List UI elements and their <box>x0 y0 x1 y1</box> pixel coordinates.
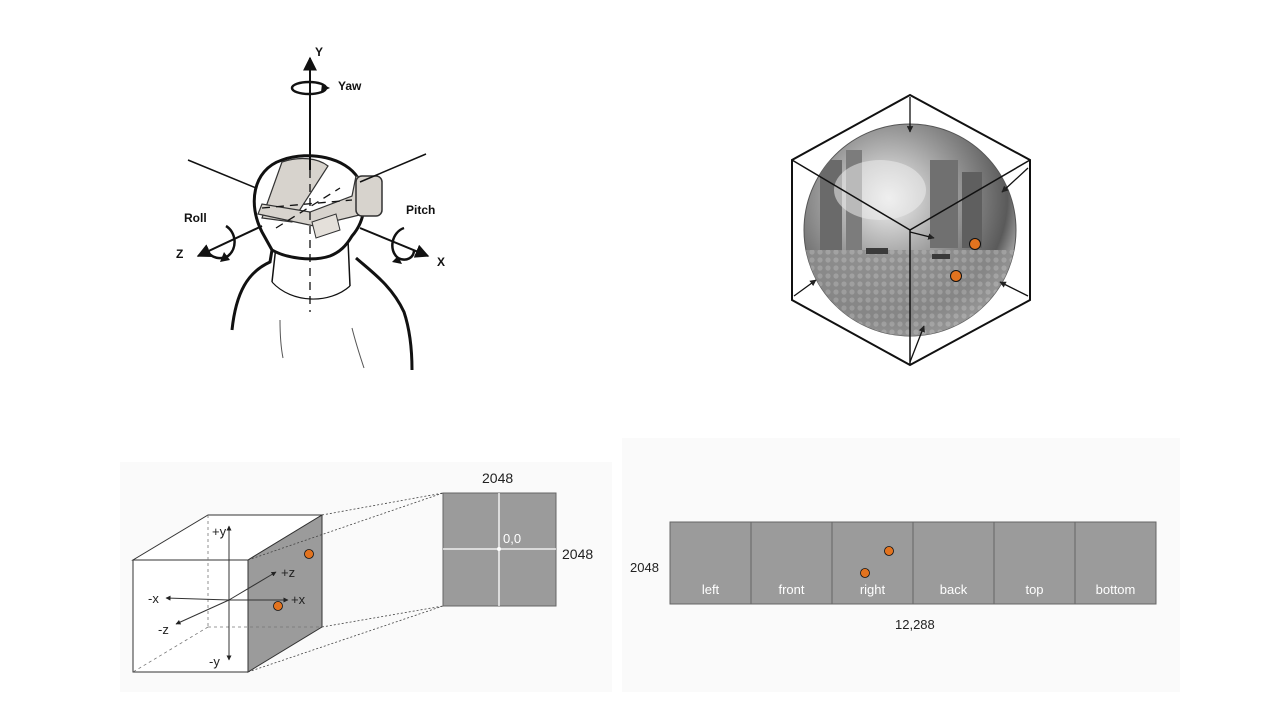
strip-face-label-left: left <box>702 582 720 597</box>
strip-face-bottom <box>1074 521 1157 605</box>
projection-line <box>321 492 444 516</box>
label-neg-y: -y <box>209 654 220 669</box>
x-axis-label: X <box>437 255 445 269</box>
x-axis-line-back <box>359 153 427 183</box>
projection-arrow <box>909 325 925 363</box>
projection-arrow <box>1001 167 1029 193</box>
label-neg-x: -x <box>148 591 159 606</box>
strip-face-label-back: back <box>940 582 968 597</box>
roll-rotation-arrow <box>206 224 236 260</box>
strip-height-label: 2048 <box>630 560 659 575</box>
headset-buckle <box>311 213 341 239</box>
cube-hidden-edge <box>132 626 209 673</box>
strip-face-back <box>912 521 995 605</box>
pitch-label: Pitch <box>406 203 435 217</box>
projection-arrow <box>909 231 935 240</box>
orange-marker <box>860 568 870 578</box>
cube-edge-right <box>909 159 1031 231</box>
x-axis-arrow <box>359 227 430 258</box>
cube-front <box>132 559 249 673</box>
y-axis-label: Y <box>315 45 323 59</box>
strip-face-right <box>831 521 914 605</box>
strip-width-label: 12,288 <box>895 617 935 632</box>
projection-arrow <box>793 279 817 297</box>
head-rotation-diagram: Y Yaw X Pitch Z Roll <box>176 45 445 371</box>
strip-face-top <box>993 521 1076 605</box>
projection-line <box>321 605 444 628</box>
head-z-dashed <box>275 187 341 229</box>
roll-label: Roll <box>184 211 207 225</box>
yaw-arrowhead <box>321 84 330 92</box>
cube-face-diagram: +y -y +x -x +z -z 0,0 2048 2048 <box>131 470 593 673</box>
face-origin-dot <box>497 547 501 551</box>
cubemap-sphere-diagram <box>791 93 1031 367</box>
headset-visor <box>355 175 383 217</box>
orange-marker <box>304 549 314 559</box>
strip-face-label-bottom: bottom <box>1096 582 1136 597</box>
label-pos-x: +x <box>291 592 306 607</box>
orange-marker <box>969 238 981 250</box>
z-axis-line-back <box>187 159 257 189</box>
roll-arrowhead <box>220 252 230 262</box>
cube-axis-neg-z <box>175 599 230 625</box>
label-pos-z: +z <box>281 565 295 580</box>
face-height-label: 2048 <box>562 546 593 562</box>
cube-edge-left <box>791 159 911 231</box>
strip-face-label-front: front <box>778 582 804 597</box>
strip-face-label-top: top <box>1025 582 1043 597</box>
cubemap-strip-diagram: left front right back top bottom 2048 12,288 <box>630 521 1157 632</box>
strip-face-label-right: right <box>860 582 886 597</box>
orange-marker <box>884 546 894 556</box>
z-axis-label: Z <box>176 247 183 261</box>
projection-arrow <box>999 281 1029 297</box>
head-x-dashed <box>261 199 353 209</box>
shirt-line <box>279 319 365 369</box>
strip-faces: left front right back top bottom <box>669 521 1157 605</box>
torso-outline <box>230 249 414 371</box>
pitch-arrowhead <box>392 256 402 264</box>
cube-axis-neg-x <box>165 595 230 601</box>
orange-marker <box>273 601 283 611</box>
orange-marker <box>950 270 962 282</box>
label-neg-z: -z <box>158 622 169 637</box>
z-axis-arrow <box>196 225 263 257</box>
face-origin-label: 0,0 <box>503 531 521 546</box>
cube-axis-pos-z <box>228 571 277 601</box>
pitch-rotation-arrow <box>391 226 416 261</box>
label-pos-y: +y <box>212 524 227 539</box>
face-width-label: 2048 <box>482 470 513 486</box>
shirt-collar <box>271 281 351 300</box>
yaw-label: Yaw <box>338 79 362 93</box>
strip-face-left <box>669 521 752 605</box>
